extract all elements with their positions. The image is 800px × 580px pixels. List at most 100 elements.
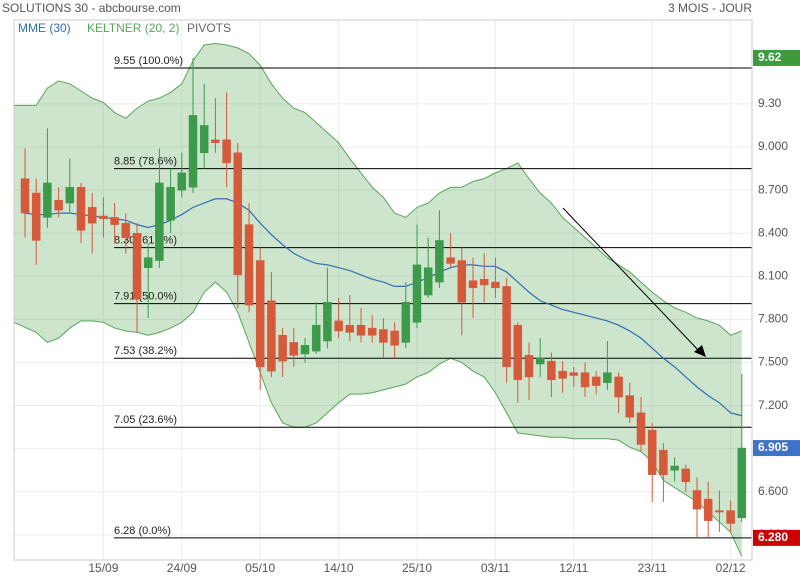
x-tick-label: 15/09 — [88, 561, 118, 575]
price-marker — [753, 529, 800, 546]
candle-body — [143, 257, 153, 268]
pivot-label: 9.55 (100.0%) — [114, 55, 183, 67]
pivot-label: 7.53 (38.2%) — [114, 345, 177, 357]
candle-body — [267, 300, 276, 372]
legend-item: MME (30) — [18, 21, 71, 35]
candle-body — [121, 222, 131, 238]
candle-body — [670, 465, 679, 471]
pivot-label: 7.91 (50.0%) — [114, 291, 177, 303]
pivot-label: 6.28 (0.0%) — [114, 525, 171, 537]
candle-body — [423, 267, 433, 296]
candle-body — [412, 264, 422, 323]
candle-body — [345, 324, 355, 333]
candle-body — [367, 327, 377, 336]
candle-body — [491, 281, 500, 289]
candle-body — [435, 240, 444, 283]
candle-body — [20, 178, 30, 214]
candle-body — [715, 510, 724, 513]
candle-body — [188, 115, 198, 188]
y-tick-label: 8.400 — [758, 225, 788, 239]
candle-body — [681, 468, 691, 483]
pivot-label: 7.05 (23.6%) — [114, 414, 177, 426]
legend: MME (30) KELTNER (20, 2) PIVOTS — [18, 21, 231, 35]
candle-body — [255, 260, 265, 368]
keltner-lower — [13, 281, 743, 557]
candle-body — [379, 329, 388, 343]
trend-arrow-head — [694, 345, 706, 357]
mme-line — [24, 198, 742, 417]
candle-body — [603, 372, 612, 383]
x-tick-label: 23/11 — [638, 561, 667, 575]
candle-body — [569, 372, 579, 376]
y-tick-label: 8.100 — [758, 269, 788, 283]
y-tick-label: 7.800 — [758, 312, 788, 326]
candle-body — [547, 360, 556, 381]
candle-body — [479, 278, 489, 286]
price-marker-label: 9.62 — [758, 50, 782, 64]
candle-body — [31, 192, 41, 241]
candle-body — [65, 187, 75, 204]
candle-body — [580, 372, 590, 388]
x-tick-label: 24/09 — [167, 561, 197, 575]
candle-body — [289, 342, 299, 356]
candle-body — [535, 358, 545, 365]
candle-body — [614, 376, 623, 398]
candle-body — [390, 330, 399, 346]
candle-body — [244, 224, 254, 306]
candle-body — [199, 125, 209, 154]
candle-body — [636, 412, 646, 445]
candle-body — [524, 355, 534, 378]
candle-body — [692, 490, 702, 510]
candle-body — [278, 335, 287, 362]
candle-body — [166, 187, 175, 221]
candle-body — [659, 449, 668, 475]
candle-body — [356, 324, 366, 336]
candle-body — [54, 199, 63, 211]
candle-body — [647, 429, 657, 475]
candle-body — [446, 257, 455, 264]
pivot-label: 8.85 (78.6%) — [114, 155, 177, 167]
price-marker — [753, 49, 800, 66]
x-tick-label: 02/12 — [716, 561, 746, 575]
price-marker-label: 6.280 — [758, 530, 788, 544]
x-tick-label: 14/10 — [324, 561, 354, 575]
y-tick-label: 9.30 — [758, 96, 782, 110]
candle-body — [625, 395, 635, 418]
period-label: 3 MOIS - JOUR — [668, 1, 752, 15]
candle-body — [233, 152, 243, 276]
y-tick-label: 7.200 — [758, 398, 788, 412]
candle-body — [703, 498, 713, 521]
x-tick-label: 12/11 — [559, 561, 588, 575]
candle-body — [401, 301, 411, 343]
candle-body — [468, 280, 478, 289]
x-tick-label: 05/10 — [245, 561, 275, 575]
candle-body — [155, 182, 164, 261]
candle-body — [311, 324, 321, 352]
price-marker-label: 6.905 — [758, 440, 788, 454]
price-marker — [753, 440, 800, 457]
plot-frame — [13, 19, 753, 561]
candle-body — [591, 376, 601, 386]
candle-body — [99, 215, 108, 220]
y-tick-label: 9.000 — [758, 139, 788, 153]
candle-body — [558, 370, 567, 379]
x-tick-label: 03/11 — [481, 561, 510, 575]
candle-body — [87, 207, 97, 224]
candle-body — [457, 260, 467, 303]
candle-body — [110, 217, 119, 225]
trend-arrow — [562, 207, 701, 353]
y-tick-label: 8.700 — [758, 182, 788, 196]
candle-body — [502, 286, 511, 368]
candle-body — [211, 139, 220, 143]
candle-body — [300, 345, 310, 355]
candle-body — [76, 187, 86, 231]
candle-body — [323, 301, 332, 342]
candle-body — [513, 324, 523, 381]
candle-body — [43, 182, 52, 218]
candle-body — [726, 510, 735, 524]
y-tick-label: 7.500 — [758, 355, 788, 369]
x-tick-label: 25/10 — [402, 561, 432, 575]
legend-item: PIVOTS — [187, 21, 231, 35]
chart-title: SOLUTIONS 30 - abcbourse.com — [2, 1, 181, 15]
